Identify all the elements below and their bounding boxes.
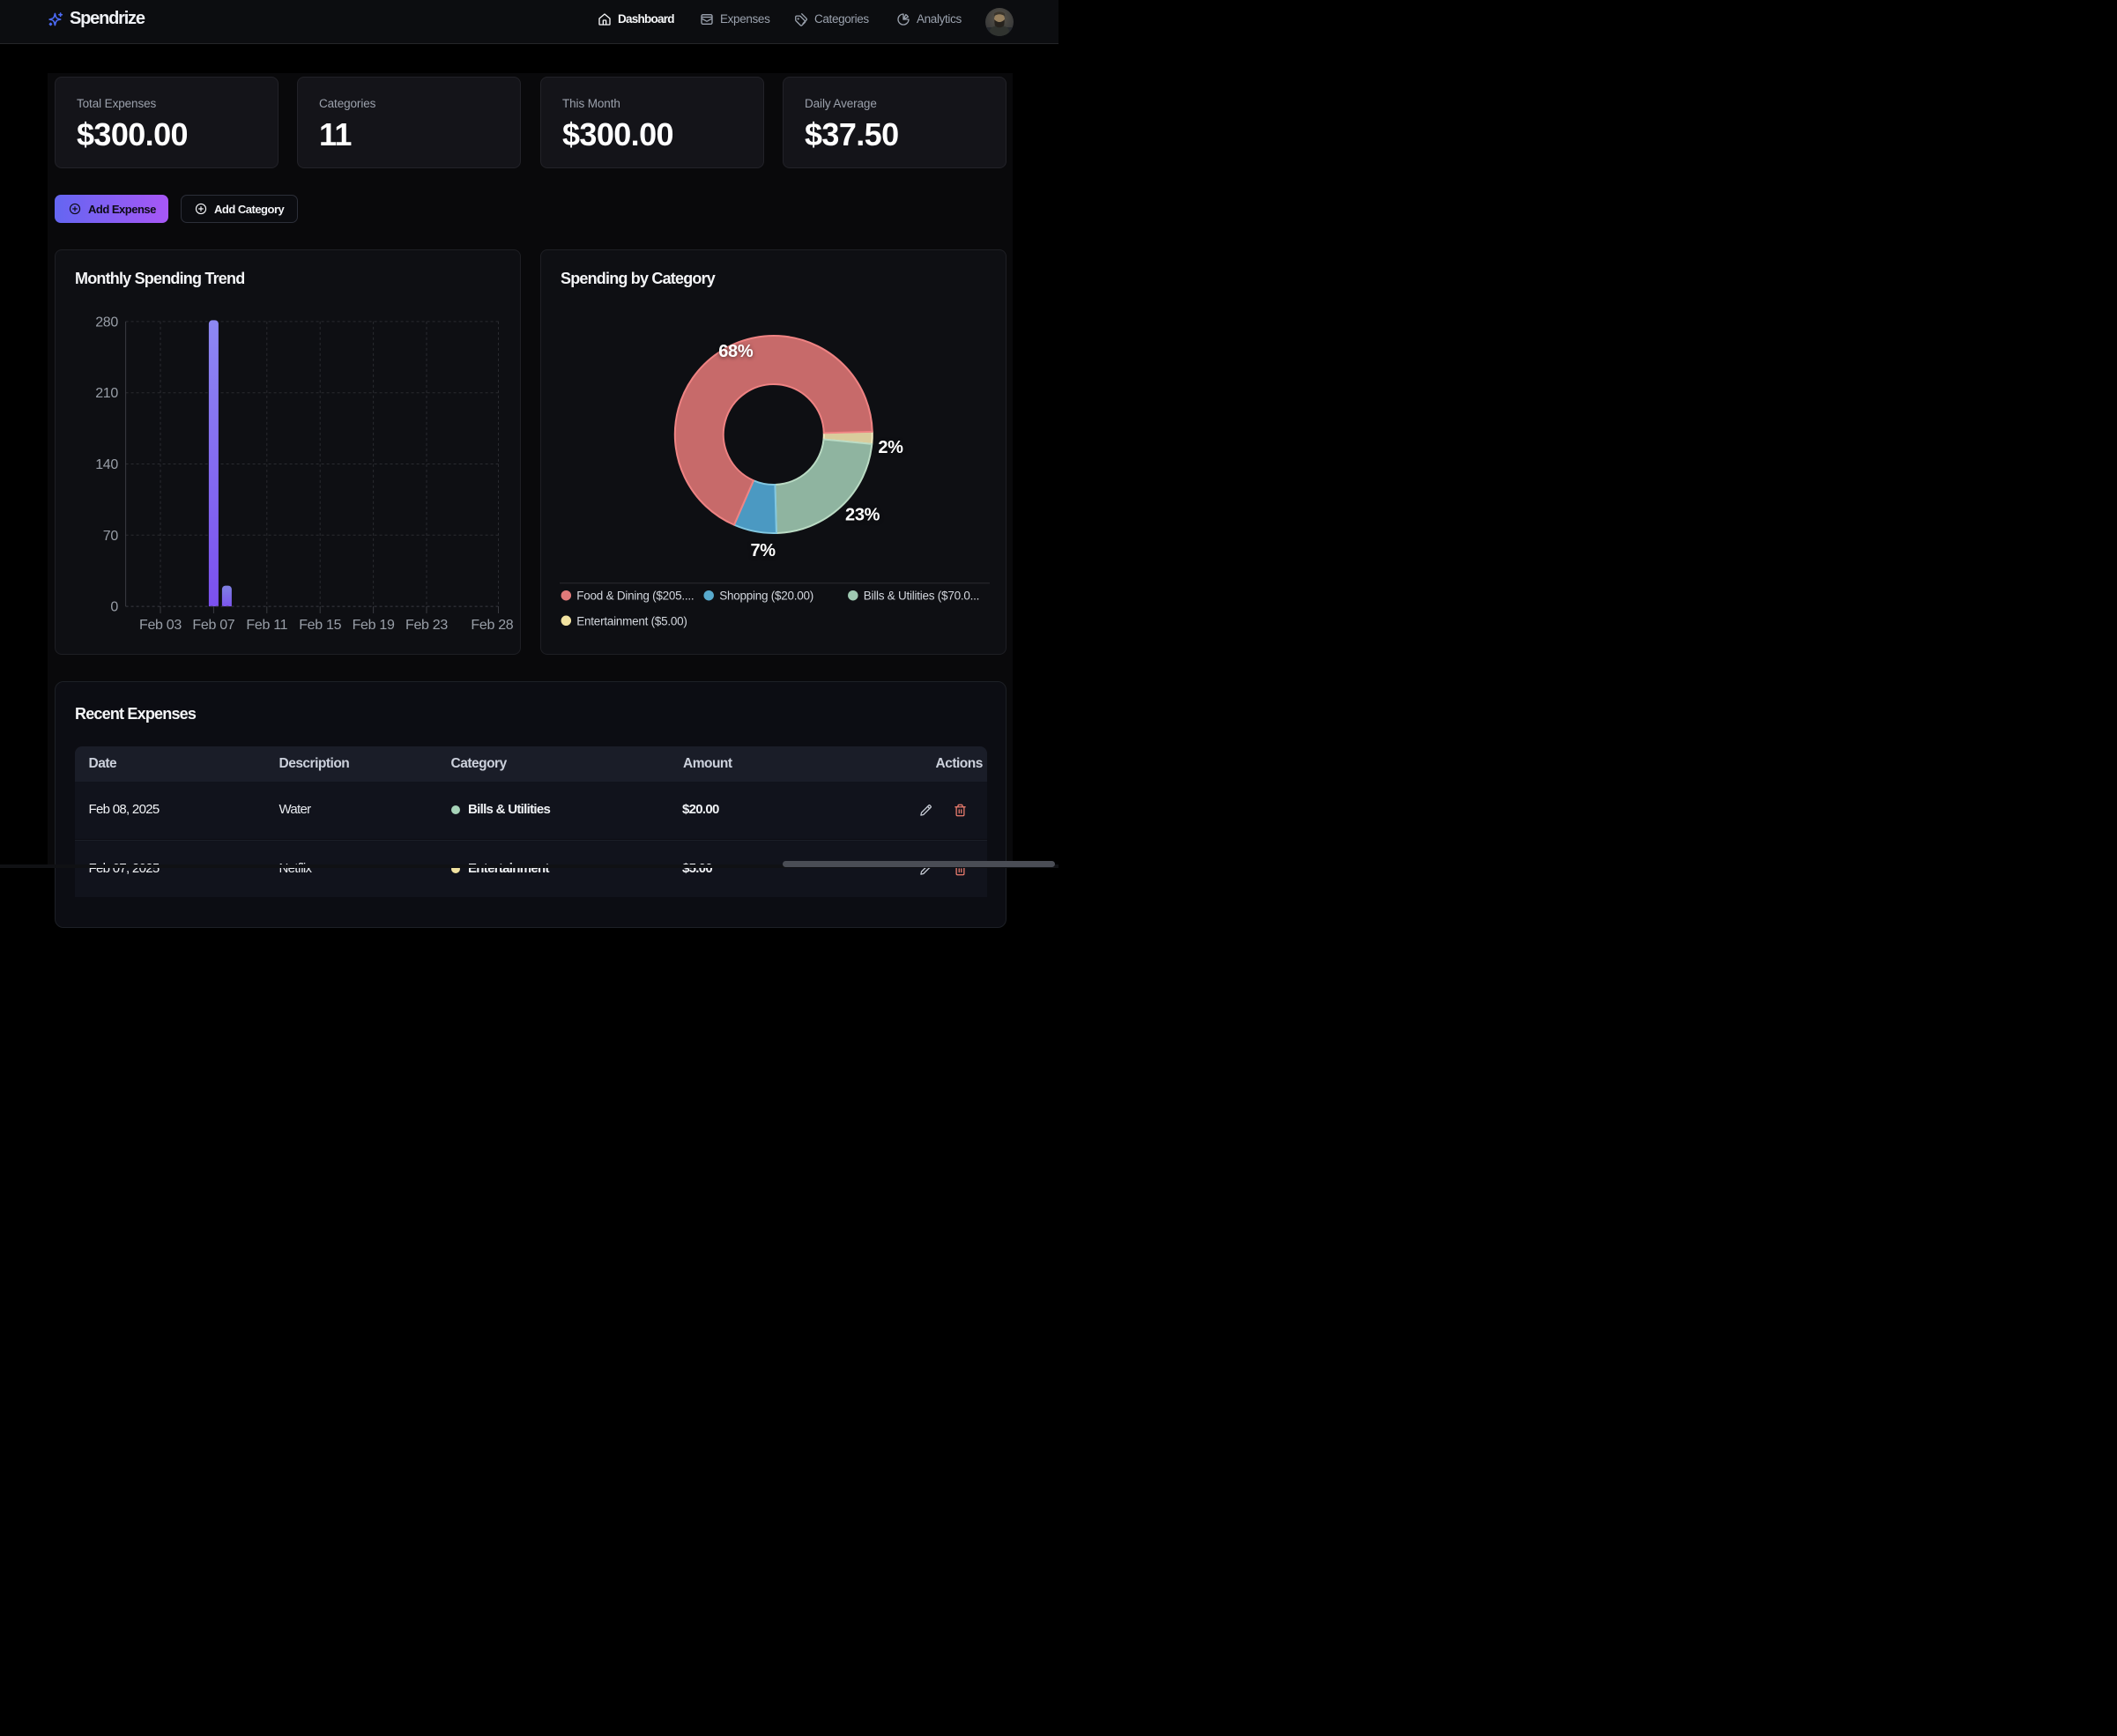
svg-text:Food & Dining ($205....: Food & Dining ($205.... — [576, 590, 694, 603]
svg-text:0: 0 — [110, 600, 118, 615]
svg-text:68%: 68% — [718, 342, 754, 361]
svg-text:210: 210 — [95, 386, 118, 401]
svg-text:7%: 7% — [750, 541, 776, 560]
svg-text:Bills & Utilities ($70.0...: Bills & Utilities ($70.0... — [864, 590, 979, 603]
svg-text:280: 280 — [95, 315, 118, 330]
svg-text:Entertainment ($5.00): Entertainment ($5.00) — [576, 614, 687, 627]
svg-text:2%: 2% — [878, 438, 903, 457]
svg-text:Feb 23: Feb 23 — [405, 618, 448, 633]
svg-text:70: 70 — [103, 529, 119, 544]
svg-text:140: 140 — [95, 457, 118, 472]
svg-text:Feb 15: Feb 15 — [299, 618, 341, 633]
svg-text:Feb 07: Feb 07 — [192, 618, 234, 633]
svg-text:Feb 19: Feb 19 — [353, 618, 395, 633]
svg-text:Feb 28: Feb 28 — [471, 618, 513, 633]
svg-text:Feb 11: Feb 11 — [246, 618, 287, 633]
svg-text:Feb 03: Feb 03 — [139, 618, 182, 633]
svg-text:Shopping ($20.00): Shopping ($20.00) — [719, 590, 813, 603]
svg-text:23%: 23% — [845, 506, 880, 525]
